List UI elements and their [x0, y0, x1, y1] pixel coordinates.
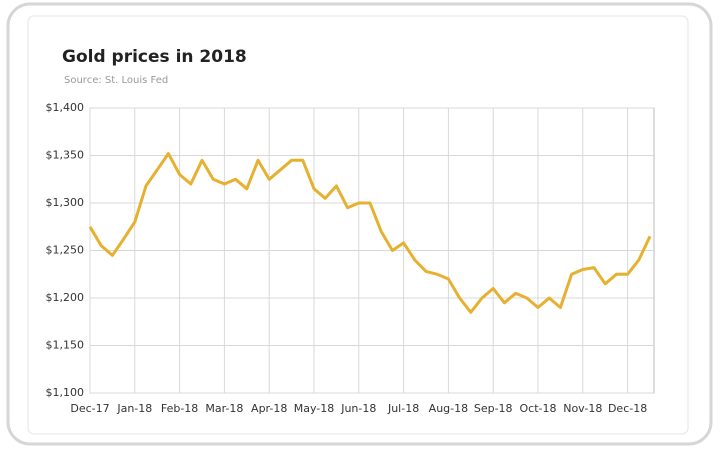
x-tick-label: Aug-18: [429, 402, 468, 415]
card-panel: [27, 15, 689, 435]
y-tick-label: $1,400: [46, 101, 85, 114]
y-tick-label: $1,100: [46, 386, 85, 399]
y-tick-label: $1,250: [46, 244, 85, 257]
x-tick-label: Jun-18: [340, 402, 376, 415]
x-tick-label: Jan-18: [116, 402, 152, 415]
x-tick-label: Jul-18: [387, 402, 419, 415]
x-tick-label: Dec-17: [70, 402, 109, 415]
y-tick-label: $1,200: [46, 291, 85, 304]
x-tick-label: Nov-18: [563, 402, 602, 415]
chart-subtitle: Source: St. Louis Fed: [64, 75, 168, 86]
x-tick-label: Dec-18: [608, 402, 647, 415]
x-tick-label: Apr-18: [251, 402, 287, 415]
x-tick-label: Oct-18: [520, 402, 557, 415]
x-tick-label: Feb-18: [161, 402, 198, 415]
chart-title: Gold prices in 2018: [62, 47, 247, 67]
x-tick-label: May-18: [294, 402, 335, 415]
x-tick-label: Sep-18: [474, 402, 513, 415]
price-line: [88, 152, 652, 314]
x-tick-label: Mar-18: [205, 402, 243, 415]
y-tick-label: $1,350: [46, 149, 85, 162]
y-tick-label: $1,300: [46, 196, 85, 209]
y-tick-label: $1,150: [46, 339, 85, 352]
